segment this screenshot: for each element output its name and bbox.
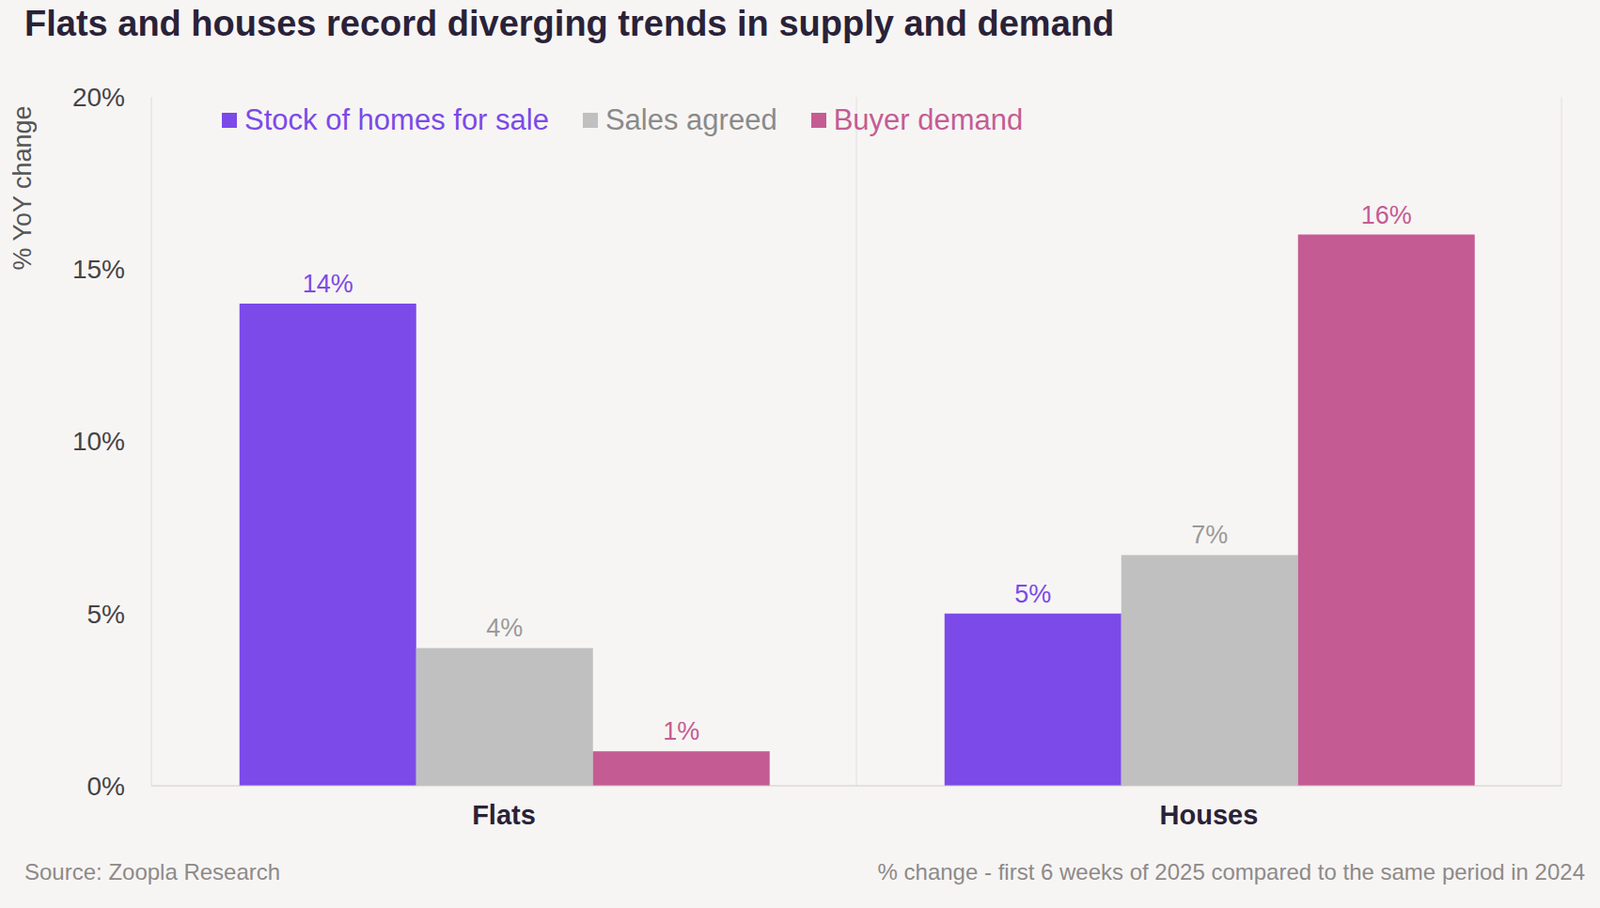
html-text:Buyer demand: Buyer demand [833,103,1024,137]
html-text:Stock of homes for sale: Stock of homes for sale [244,103,549,137]
svg-text:0%: 0% [87,771,126,801]
svg-text:10%: 10% [72,426,126,456]
svg-text:Houses: Houses [1160,800,1259,831]
html-text:Flats and houses record diverg: Flats and houses record diverging trends… [24,3,1115,44]
svg-text:7%: 7% [1191,520,1228,550]
svg-text:1%: 1% [662,717,700,746]
html-text:% YoY change: % YoY change [8,105,37,271]
svg-text:16%: 16% [1361,201,1412,230]
svg-text:Flats: Flats [471,800,536,831]
svg-text:20%: 20% [72,82,126,112]
html-text:Source: Zoopla Research: Source: Zoopla Research [24,859,281,885]
svg-text:14%: 14% [302,269,354,299]
html-text:Sales agreed: Sales agreed [605,103,778,137]
svg-text:15%: 15% [72,254,126,284]
html-text:% change - first 6 weeks of 20: % change - first 6 weeks of 2025 compare… [877,859,1585,885]
svg-text:4%: 4% [486,613,523,643]
svg-text:5%: 5% [87,599,126,629]
svg-text:5%: 5% [1014,580,1051,609]
